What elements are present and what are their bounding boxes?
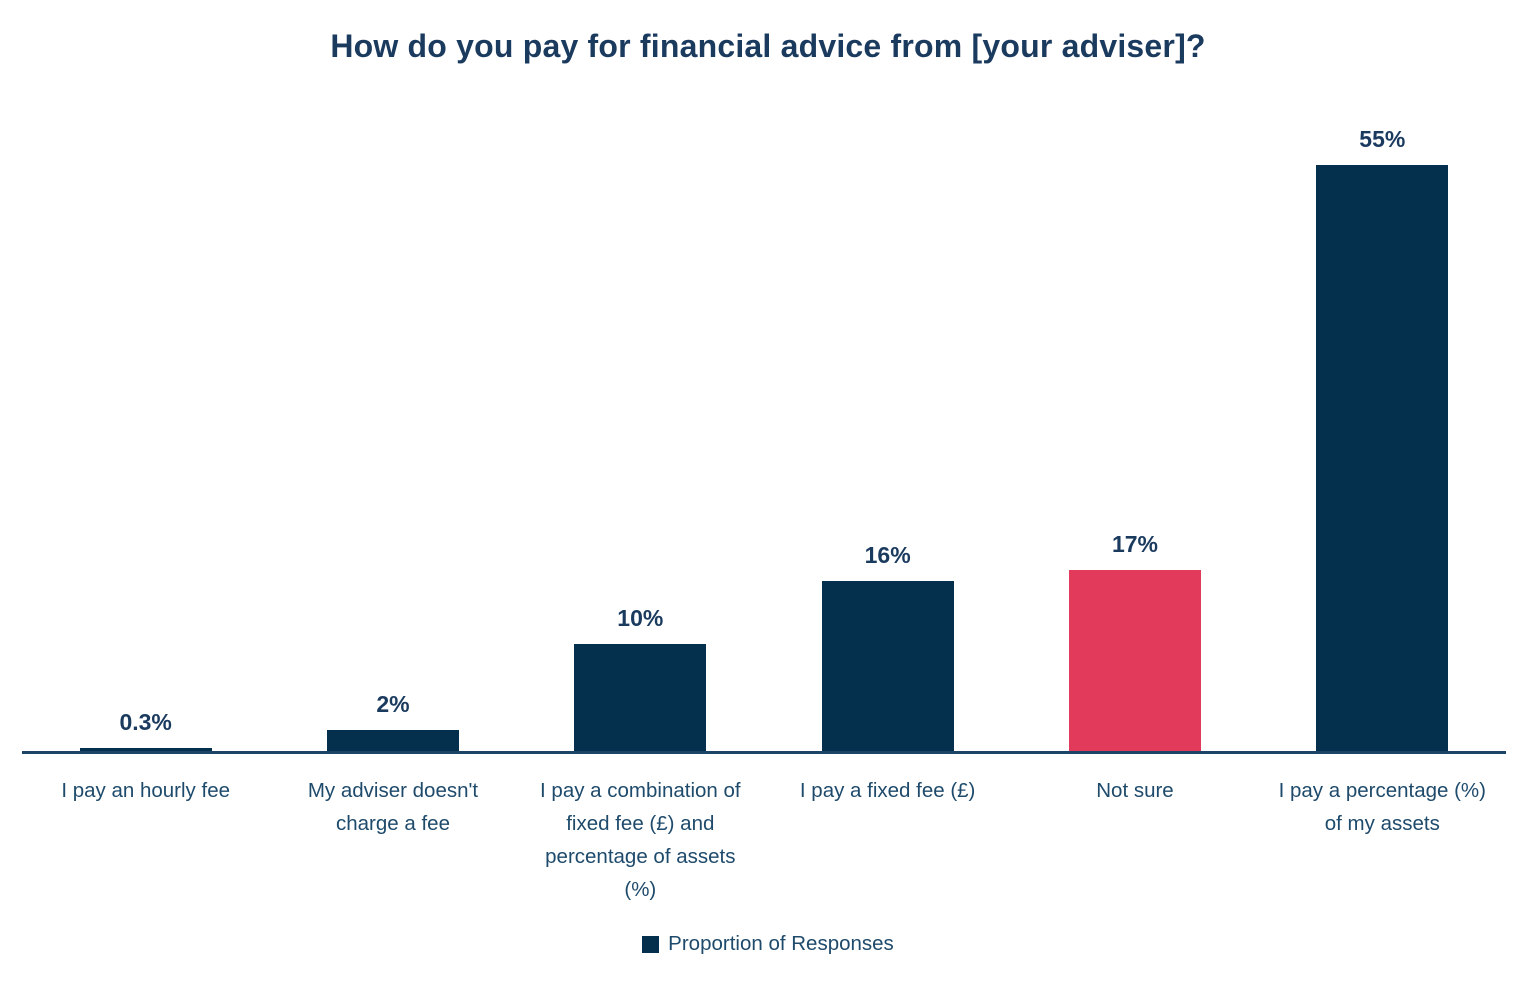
category-label-line: charge a fee: [336, 812, 450, 835]
bar-value-label: 17%: [1111, 531, 1158, 557]
bar: [1316, 165, 1449, 751]
bar: [1068, 570, 1201, 751]
category-label-line: I pay an hourly fee: [61, 779, 230, 802]
x-axis-line: [22, 751, 1506, 754]
category-label-line: Not sure: [1096, 779, 1174, 802]
category-label-line: (%): [624, 878, 657, 901]
bar-value-label: 2%: [376, 691, 410, 717]
bar-column: 16%: [764, 125, 1011, 751]
plot-area: 0.3% 2% 10% 16% 17% 55% I pay an hourly fee My…: [22, 125, 1506, 906]
bar-value-label: 55%: [1359, 126, 1406, 152]
category-label-line: percentage of assets: [545, 845, 736, 868]
category-label: I pay a combination of fixed fee (£) and p…: [517, 774, 764, 906]
bar-column: 55%: [1259, 125, 1506, 751]
bar-column: 17%: [1011, 125, 1258, 751]
category-label-line: I pay a combination of: [540, 779, 741, 802]
bar-column: 2%: [269, 125, 516, 751]
bars-row: 0.3% 2% 10% 16% 17% 55%: [22, 125, 1506, 751]
category-labels-row: I pay an hourly fee My adviser doesn't cha…: [22, 754, 1506, 906]
bar-value-label: 0.3%: [119, 709, 172, 735]
bar: [821, 581, 954, 751]
legend-swatch-icon: [642, 935, 660, 953]
category-label-line: fixed fee (£) and: [566, 812, 715, 835]
bar-value-label: 10%: [617, 605, 664, 631]
category-label-line: of my assets: [1324, 812, 1440, 835]
category-label: Not sure: [1011, 774, 1258, 906]
category-label: I pay a fixed fee (£): [764, 774, 1011, 906]
bar: [574, 644, 707, 751]
category-label-line: I pay a fixed fee (£): [799, 779, 976, 802]
bar-column: 10%: [517, 125, 764, 751]
category-label-line: I pay a percentage (%): [1278, 779, 1486, 802]
category-label: I pay an hourly fee: [22, 774, 269, 906]
bar: [326, 730, 459, 751]
bar-column: 0.3%: [22, 125, 269, 751]
category-label-line: My adviser doesn't: [307, 779, 479, 802]
legend-label: Proportion of Responses: [668, 932, 894, 955]
bar-value-label: 16%: [864, 542, 911, 568]
chart-title: How do you pay for financial advice from…: [330, 28, 1206, 64]
category-label: I pay a percentage (%) of my assets: [1259, 774, 1506, 906]
legend: Proportion of Responses: [0, 932, 1536, 956]
bar: [79, 748, 212, 751]
category-label: My adviser doesn't charge a fee: [269, 774, 516, 906]
